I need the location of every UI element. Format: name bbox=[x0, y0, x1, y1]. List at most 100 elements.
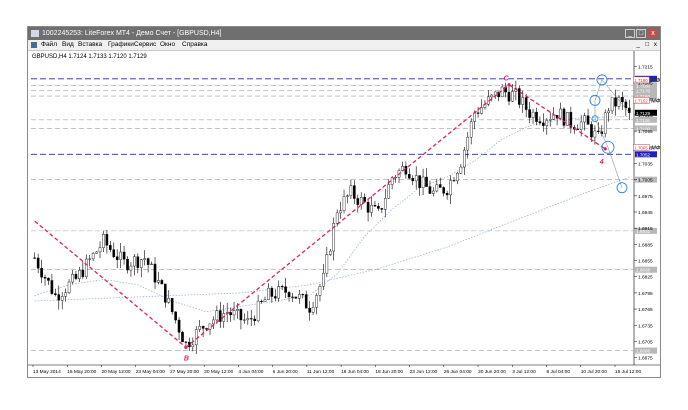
candle-body bbox=[411, 178, 415, 182]
mdi-close-button[interactable]: x bbox=[653, 41, 657, 48]
x-tick-label: 11 Jun 12:00 bbox=[307, 369, 335, 375]
x-tick-label: 30 May 12:00 bbox=[204, 369, 233, 375]
candle-body bbox=[109, 245, 112, 250]
level-price-box bbox=[635, 347, 657, 354]
level-price-box bbox=[635, 176, 657, 183]
candle-body bbox=[294, 296, 298, 299]
chart-window-icon[interactable] bbox=[31, 42, 37, 48]
candle-body bbox=[54, 293, 57, 295]
forecast-line bbox=[594, 118, 609, 148]
close-button[interactable]: x bbox=[648, 29, 658, 38]
candle-body bbox=[256, 300, 260, 322]
candle-body bbox=[383, 198, 387, 210]
wave-label: 4 bbox=[599, 159, 604, 166]
level-price-label: 1.6910 bbox=[636, 229, 650, 234]
mdi-minimize-button[interactable]: _ bbox=[636, 41, 640, 48]
x-tick-label: 8 Jul 04:00 bbox=[547, 369, 571, 375]
maximize-button[interactable]: □ bbox=[636, 29, 646, 38]
candle-body bbox=[528, 109, 531, 118]
candle-body bbox=[435, 184, 439, 192]
candle-body bbox=[325, 254, 329, 274]
candle-body bbox=[60, 296, 64, 301]
menu-window[interactable]: Окно bbox=[160, 41, 176, 48]
candle-body bbox=[339, 210, 342, 214]
moving-average-slow bbox=[34, 176, 630, 302]
y-tick-label: 1.7185 bbox=[638, 81, 653, 87]
candle-body bbox=[112, 249, 116, 257]
candle-body bbox=[273, 296, 277, 299]
x-tick-label: 27 May 20:00 bbox=[170, 369, 199, 375]
candle-body bbox=[380, 208, 384, 210]
candle-body bbox=[301, 294, 305, 296]
y-tick-label: 1.6705 bbox=[638, 339, 653, 345]
target-price-box bbox=[633, 97, 650, 104]
candle-body bbox=[133, 256, 136, 267]
price-chart[interactable]: GBPUSD,H4 1.7124 1.7133 1.7120 1.7129 1.7… bbox=[28, 51, 663, 377]
candle-body bbox=[624, 101, 628, 109]
candle-body bbox=[119, 251, 122, 260]
symbol-info: GBPUSD,H4 1.7124 1.7133 1.7120 1.7129 bbox=[32, 54, 147, 60]
candle-body bbox=[232, 310, 236, 316]
candle-body bbox=[569, 112, 573, 128]
candle-body bbox=[404, 166, 408, 175]
candle-body bbox=[157, 280, 160, 283]
candle-body bbox=[249, 318, 253, 320]
candle-body bbox=[40, 268, 43, 278]
minimize-button[interactable]: _ bbox=[625, 29, 635, 38]
candle-body bbox=[593, 130, 597, 138]
candle-body bbox=[36, 257, 40, 269]
candle-body bbox=[456, 173, 459, 182]
candle-body bbox=[318, 286, 322, 296]
candle-body bbox=[67, 281, 71, 293]
candle-body bbox=[84, 258, 88, 277]
menu-insert[interactable]: Вставка bbox=[78, 41, 103, 48]
candle-body bbox=[356, 198, 360, 205]
wave-arrowhead bbox=[603, 147, 607, 151]
candle-body bbox=[164, 283, 167, 303]
candle-body bbox=[246, 318, 250, 321]
y-tick-label: 1.6975 bbox=[638, 194, 653, 200]
candle-body bbox=[280, 286, 284, 288]
menu-tools[interactable]: Сервис bbox=[134, 41, 157, 48]
menu-help[interactable]: Справка bbox=[182, 41, 208, 48]
candle-body bbox=[122, 251, 126, 260]
candle-body bbox=[421, 176, 425, 188]
candle-body bbox=[408, 174, 411, 179]
chart-canvas[interactable]: GBPUSD,H4 1.7124 1.7133 1.7120 1.7129 1.7… bbox=[28, 51, 663, 377]
wave-arrowhead bbox=[184, 345, 188, 349]
target-price-box bbox=[633, 76, 650, 84]
candle-body bbox=[153, 263, 157, 283]
x-tick-label: 18 Jun 20:00 bbox=[375, 369, 403, 375]
candle-body bbox=[425, 176, 428, 187]
menu-file[interactable]: Файл bbox=[41, 41, 57, 48]
candle-body bbox=[102, 234, 105, 248]
wave-label: C bbox=[504, 76, 510, 83]
title-bar[interactable]: 1002245253: LiteForex MT4 - Демо Счет - … bbox=[28, 27, 660, 40]
forecast-circle bbox=[616, 182, 628, 194]
candle-body bbox=[603, 112, 607, 134]
candle-body bbox=[373, 204, 377, 207]
y-tick-label: 1.7215 bbox=[638, 64, 653, 70]
candle-body bbox=[167, 298, 171, 303]
menu-charts[interactable]: Графики bbox=[108, 41, 134, 48]
y-tick-label: 1.6675 bbox=[638, 356, 653, 362]
candle-body bbox=[493, 91, 497, 96]
candle-body bbox=[370, 204, 373, 213]
candle-body bbox=[614, 97, 617, 107]
candle-body bbox=[215, 310, 219, 321]
level-price-label: 1.7116 bbox=[636, 118, 650, 123]
candle-body bbox=[105, 234, 109, 246]
candle-body bbox=[335, 212, 339, 224]
target-price-box-label: 1.7190 bbox=[634, 78, 648, 83]
candle-body bbox=[298, 294, 301, 299]
candle-body bbox=[466, 136, 470, 151]
menu-view[interactable]: Вид bbox=[62, 41, 74, 48]
candle-body bbox=[74, 274, 78, 279]
candle-body bbox=[438, 184, 442, 188]
candle-body bbox=[452, 180, 456, 182]
candle-body bbox=[143, 258, 146, 260]
candle-body bbox=[287, 292, 291, 298]
mdi-restore-button[interactable]: □ bbox=[645, 41, 649, 48]
level-price-box bbox=[635, 266, 657, 273]
forecast-circle bbox=[591, 115, 599, 123]
